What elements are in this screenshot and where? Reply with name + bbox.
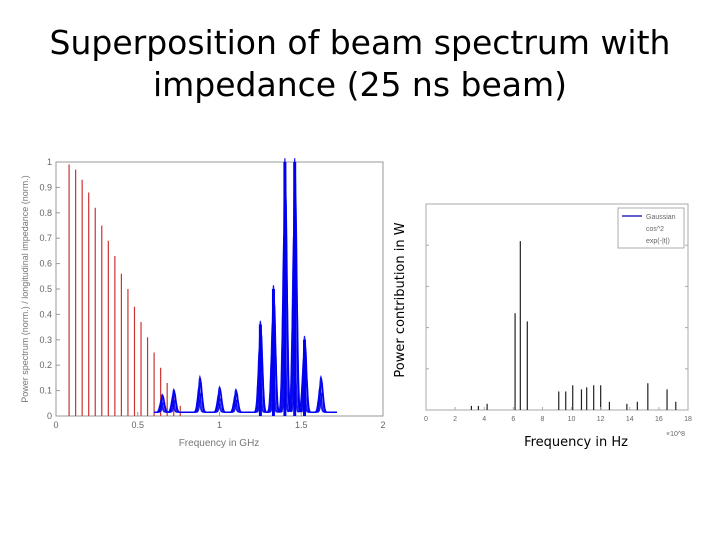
title-line-1: Superposition of beam spectrum with xyxy=(49,23,671,62)
x-tick-label: 8 xyxy=(540,416,544,423)
title-line-2: impedance (25 ns beam) xyxy=(152,65,568,104)
impedance-trace xyxy=(154,172,337,413)
y-tick-label: 0 xyxy=(47,411,52,421)
slide-title: Superposition of beam spectrum with impe… xyxy=(20,22,700,106)
y-tick-label: 0.1 xyxy=(39,386,52,396)
legend: Gaussian cos^2 exp(-|t|) xyxy=(617,207,685,249)
legend-box xyxy=(617,207,685,249)
legend-entry: exp(-|t|) xyxy=(646,238,670,245)
impedance-spectrum-chart: 0 0.1 0.2 0.3 0.4 0.5 0.6 0.7 0.8 0.9 1 0 0.5 1 1.5 2 F… xyxy=(20,157,386,449)
x-tick-label: 1.5 xyxy=(295,420,308,430)
y-tick-label: 0.6 xyxy=(39,259,52,269)
right-x-axis-label: Frequency in Hz xyxy=(524,435,628,450)
x-tick-label: 12 xyxy=(597,416,605,423)
x-tick-label: 10 xyxy=(568,416,576,423)
x-tick-label: 0 xyxy=(424,416,428,423)
y-tick-label: 0.4 xyxy=(39,309,52,319)
right-series-group xyxy=(470,241,677,410)
x-tick-label: 4 xyxy=(482,416,486,423)
y-tick-label: 0.5 xyxy=(39,284,52,294)
right-axes-group: 0 2 4 6 8 10 12 14 16 18 xyxy=(424,244,692,423)
x-tick-label: 0.5 xyxy=(131,420,144,430)
y-tick-label: 0.8 xyxy=(39,208,52,218)
x-tick-label: 18 xyxy=(684,416,692,423)
legend-entry: Gaussian xyxy=(646,214,676,221)
x-tick-label: 6 xyxy=(511,416,515,423)
legend-entry: cos^2 xyxy=(646,226,664,233)
y-tick-label: 0.2 xyxy=(39,360,52,370)
y-tick-label: 1 xyxy=(47,157,52,167)
y-tick-label: 0.3 xyxy=(39,335,52,345)
left-y-axis-label: Power spectrum (norm.) / longitudinal im… xyxy=(20,175,30,403)
x-tick-label: 16 xyxy=(655,416,663,423)
x-multiplier: ×10^8 xyxy=(666,431,685,438)
left-x-axis-label: Frequency in GHz xyxy=(179,438,260,449)
y-tick-label: 0.7 xyxy=(39,233,52,243)
right-y-axis-label: Power contribution in W xyxy=(393,222,408,377)
y-tick-label: 0.9 xyxy=(39,182,52,192)
x-tick-label: 0 xyxy=(53,420,58,430)
x-tick-label: 14 xyxy=(626,416,634,423)
left-series-group xyxy=(68,158,337,416)
left-axes-group: 0 0.1 0.2 0.3 0.4 0.5 0.6 0.7 0.8 0.9 1 0 0.5 1 1.5 2 xyxy=(39,157,385,430)
plot-area xyxy=(55,161,384,417)
x-tick-label: 2 xyxy=(453,416,457,423)
x-tick-label: 1 xyxy=(217,420,222,430)
power-contribution-chart: 0 2 4 6 8 10 12 14 16 18 Gaussian cos^2 exp(-|t|)… xyxy=(393,203,692,450)
x-tick-label: 2 xyxy=(380,420,385,430)
